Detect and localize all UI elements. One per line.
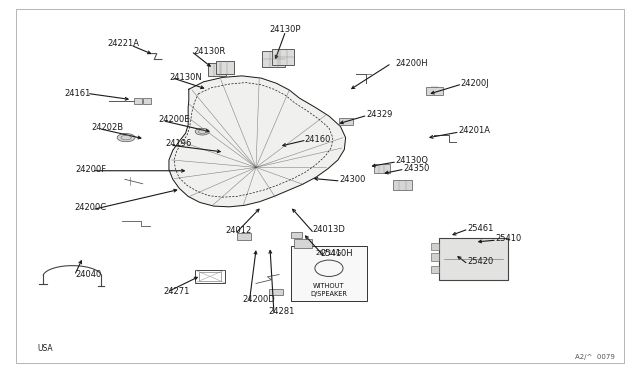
Text: 24200H: 24200H xyxy=(396,59,428,68)
Text: 24300: 24300 xyxy=(339,175,365,184)
Text: 24281: 24281 xyxy=(269,307,295,316)
Text: 25410H: 25410H xyxy=(320,249,353,258)
Bar xyxy=(216,61,234,74)
Bar xyxy=(272,49,294,65)
Bar xyxy=(291,232,302,238)
Text: 24200F: 24200F xyxy=(76,165,107,174)
Bar xyxy=(269,289,283,295)
Text: 26711G: 26711G xyxy=(316,250,342,256)
Bar xyxy=(134,98,142,104)
Text: 24350: 24350 xyxy=(403,164,429,173)
Text: 25420: 25420 xyxy=(467,257,493,266)
Text: USA: USA xyxy=(37,344,52,353)
Text: 25461: 25461 xyxy=(467,224,493,233)
Text: 24040: 24040 xyxy=(76,270,102,279)
Bar xyxy=(374,164,390,173)
Text: 24202B: 24202B xyxy=(92,123,124,132)
Bar xyxy=(393,180,412,190)
Text: 24221A: 24221A xyxy=(108,39,140,48)
Text: 24130P: 24130P xyxy=(269,25,301,34)
Text: WITHOUT: WITHOUT xyxy=(313,283,345,289)
Text: 25410: 25410 xyxy=(495,234,522,243)
Ellipse shape xyxy=(195,128,209,135)
Text: 24200D: 24200D xyxy=(242,295,275,304)
Text: 24013D: 24013D xyxy=(312,225,345,234)
Bar xyxy=(426,87,443,95)
Text: 24200C: 24200C xyxy=(74,203,106,212)
Text: 24329: 24329 xyxy=(366,110,392,119)
Text: 24160: 24160 xyxy=(305,135,331,144)
Ellipse shape xyxy=(117,134,135,142)
Bar xyxy=(262,51,285,67)
Bar xyxy=(208,63,226,76)
Bar xyxy=(431,243,439,250)
Bar xyxy=(291,246,367,301)
Text: 24130Q: 24130Q xyxy=(396,156,429,165)
Bar xyxy=(143,98,151,104)
Text: 24201A: 24201A xyxy=(458,126,490,135)
Text: A2/^  0079: A2/^ 0079 xyxy=(575,354,614,360)
Bar xyxy=(294,239,312,248)
Text: 24200J: 24200J xyxy=(461,79,490,88)
Text: 24130N: 24130N xyxy=(170,73,202,81)
Bar xyxy=(431,253,439,260)
Bar xyxy=(237,233,251,240)
Bar xyxy=(439,238,508,280)
Text: 24012: 24012 xyxy=(225,226,252,235)
Text: 24130R: 24130R xyxy=(193,47,225,56)
Text: 24271: 24271 xyxy=(163,287,189,296)
Bar xyxy=(431,266,439,273)
Text: 24161: 24161 xyxy=(64,89,90,97)
Bar xyxy=(195,270,225,283)
Bar xyxy=(339,118,353,125)
Text: 24196: 24196 xyxy=(165,140,191,148)
Bar xyxy=(199,272,221,281)
Text: 24200E: 24200E xyxy=(159,115,190,124)
Polygon shape xyxy=(169,76,346,207)
Text: D/SPEAKER: D/SPEAKER xyxy=(310,291,348,296)
